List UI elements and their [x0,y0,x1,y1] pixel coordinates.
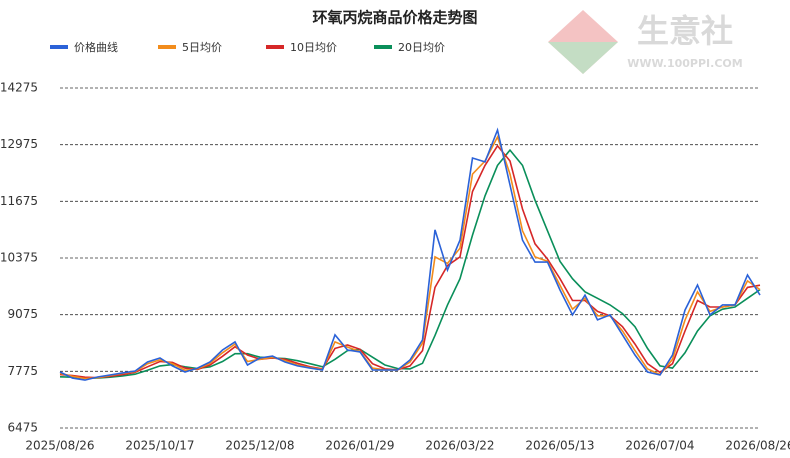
y-tick-label: 14275 [0,81,38,95]
legend-swatch [158,45,176,49]
watermark-url: WWW.100PPI.COM [627,57,742,70]
price-line [59,127,761,381]
legend-label: 10日均价 [290,41,337,54]
x-tick-label: 2026/08/26 [725,439,790,453]
price-line [59,134,761,380]
legend-swatch [374,45,392,49]
y-tick-label: 6475 [7,421,38,435]
x-tick-label: 2026/03/22 [425,439,494,453]
price-line [59,144,761,379]
x-tick-label: 2026/01/29 [325,439,394,453]
x-tick-label: 2025/08/26 [25,439,94,453]
watermark-logo [548,10,618,74]
logo-shape [548,42,618,74]
x-tick-label: 2026/07/04 [625,439,694,453]
legend-label: 20日均价 [398,41,445,54]
legend-label: 5日均价 [182,41,222,54]
watermark-name: 生意社 [637,12,733,50]
x-tick-label: 2026/05/13 [525,439,594,453]
y-tick-label: 9075 [7,307,38,321]
price-line [59,148,761,379]
x-tick-label: 2025/10/17 [125,439,194,453]
legend-swatch [50,45,68,49]
y-tick-label: 11675 [0,194,38,208]
legend-label: 价格曲线 [74,40,118,54]
x-tick-label: 2025/12/08 [225,439,294,453]
chart-title: 环氧丙烷商品价格走势图 [312,9,477,27]
y-tick-label: 7775 [7,364,38,378]
legend-swatch [266,45,284,49]
y-tick-label: 12975 [0,137,38,151]
y-tick-label: 10375 [0,251,38,265]
logo-shape [548,10,618,74]
